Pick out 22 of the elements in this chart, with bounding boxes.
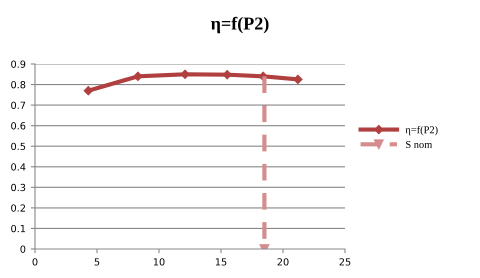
y-tick-label: 0.7 xyxy=(11,102,26,109)
y-tick-label: 0.3 xyxy=(11,184,26,192)
y-tick-label: 0.5 xyxy=(11,142,26,150)
x-tick-label: 10 xyxy=(154,258,165,266)
y-tick-label: 0.1 xyxy=(11,224,26,232)
y-tick-label: 0.8 xyxy=(11,81,26,88)
y-tick-label: 0 xyxy=(20,245,26,253)
x-tick-label: 0 xyxy=(32,258,38,266)
y-tick-label: 0.9 xyxy=(11,60,26,68)
chart-title: η=f(P2) xyxy=(210,16,269,34)
y-tick-label: 0.2 xyxy=(11,204,25,212)
y-tick-label: 0.6 xyxy=(11,122,26,130)
point xyxy=(133,72,143,81)
x-tick-label: 5 xyxy=(94,258,100,266)
legend-label: S nom xyxy=(406,141,432,148)
legend-label: η=f(P2) xyxy=(406,126,438,136)
x-tick-label: 20 xyxy=(278,258,289,266)
x-tick-label: 15 xyxy=(216,258,226,266)
point xyxy=(84,86,93,96)
x-tick-label: 25 xyxy=(340,258,350,266)
point xyxy=(293,74,303,84)
y-tick-label: 0.4 xyxy=(11,163,26,171)
